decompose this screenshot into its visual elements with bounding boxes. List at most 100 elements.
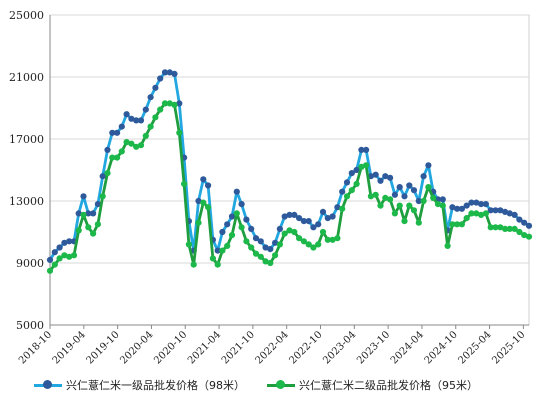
data-point	[502, 208, 509, 215]
data-point	[348, 170, 355, 177]
axes	[49, 15, 529, 329]
data-point	[114, 154, 121, 161]
data-point	[99, 173, 106, 180]
data-point	[90, 210, 97, 217]
data-point	[233, 210, 240, 217]
data-point	[85, 210, 92, 217]
data-point	[66, 238, 73, 245]
data-point	[420, 197, 427, 205]
data-point	[133, 143, 140, 150]
data-point	[473, 199, 480, 206]
data-point	[109, 154, 116, 161]
data-point	[387, 174, 394, 181]
legend: 兴仁薏仁米一级品批发价格（98米） 兴仁薏仁米二级品批发价格（95米）	[34, 375, 534, 395]
data-point	[319, 208, 327, 215]
x-tick-label: 2025-04	[457, 329, 494, 366]
data-point	[324, 215, 331, 222]
data-point	[377, 202, 384, 209]
data-point	[94, 221, 101, 228]
x-tick-label: 2022-10	[287, 329, 324, 366]
data-point	[262, 244, 269, 251]
data-point	[444, 242, 451, 249]
data-point	[276, 225, 283, 232]
data-point	[94, 201, 101, 208]
data-point	[463, 202, 470, 209]
data-point	[195, 197, 202, 205]
data-point	[46, 267, 54, 274]
data-point	[516, 228, 523, 236]
data-point	[224, 242, 231, 249]
data-point	[147, 123, 154, 130]
data-point	[343, 193, 351, 200]
data-point	[224, 221, 231, 228]
data-point	[382, 173, 389, 180]
x-tick-label: 2025-10	[490, 329, 527, 366]
data-point	[372, 191, 379, 198]
data-point	[439, 202, 446, 209]
data-point	[161, 69, 169, 76]
data-point	[161, 100, 169, 107]
data-point	[267, 259, 274, 267]
data-point	[104, 146, 111, 153]
data-point	[482, 201, 489, 208]
legend-swatch-grade1	[34, 380, 62, 390]
data-point	[296, 215, 303, 222]
data-point	[497, 224, 504, 231]
data-point	[281, 230, 288, 237]
data-point	[128, 140, 135, 147]
data-point	[492, 224, 499, 231]
data-point	[305, 241, 312, 248]
data-point	[387, 196, 394, 203]
data-point	[70, 252, 78, 259]
data-point	[358, 146, 365, 153]
data-point	[458, 205, 465, 212]
data-point	[291, 228, 298, 236]
data-point	[506, 210, 513, 217]
data-point	[502, 225, 509, 232]
data-point	[90, 230, 97, 237]
data-point	[104, 170, 111, 177]
data-point	[56, 255, 63, 262]
x-tick-label: 2020-04	[118, 329, 155, 366]
data-point	[363, 146, 370, 153]
data-point	[425, 162, 432, 169]
data-point	[372, 171, 379, 178]
data-point	[454, 221, 461, 228]
legend-item-grade2: 兴仁薏仁米二级品批发价格（95米）	[267, 377, 478, 393]
y-tick-label: 13000	[9, 195, 44, 208]
data-point	[109, 129, 116, 136]
data-point	[123, 111, 130, 118]
series-1	[46, 69, 533, 263]
data-point	[262, 258, 269, 265]
y-tick-label: 21000	[9, 71, 44, 84]
legend-label-grade2: 兴仁薏仁米二级品批发价格（95米）	[299, 379, 478, 392]
data-point	[99, 193, 106, 200]
data-point	[51, 249, 58, 256]
data-point	[80, 211, 87, 218]
data-point	[286, 227, 293, 234]
data-point	[482, 210, 489, 217]
data-point	[353, 166, 360, 174]
data-point	[377, 177, 384, 184]
data-point	[463, 215, 470, 222]
data-point	[46, 256, 54, 263]
data-point	[171, 101, 178, 108]
data-point	[205, 182, 212, 189]
data-point	[200, 176, 207, 183]
data-point	[209, 255, 216, 262]
y-tick-label: 9000	[16, 257, 44, 270]
data-point	[329, 236, 336, 243]
series-layer	[46, 69, 533, 274]
data-point	[525, 233, 533, 240]
y-tick-label: 17000	[9, 133, 44, 146]
data-point	[339, 188, 346, 195]
data-point	[401, 193, 408, 200]
data-point	[248, 244, 255, 251]
data-point	[487, 224, 494, 231]
x-tick-label: 2021-04	[186, 329, 223, 366]
data-point	[415, 219, 422, 226]
x-tick-label: 2019-10	[85, 329, 122, 366]
data-point	[152, 84, 159, 91]
data-point	[248, 225, 255, 232]
